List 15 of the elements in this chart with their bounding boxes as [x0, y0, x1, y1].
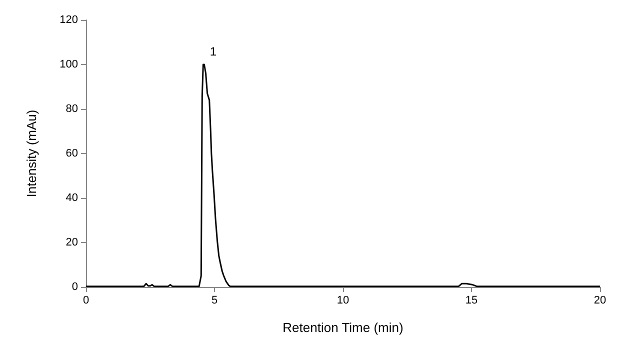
y-tick-label: 80: [66, 103, 78, 115]
y-tick-label: 120: [60, 14, 78, 26]
x-tick-label: 20: [594, 294, 606, 306]
y-tick-label: 0: [72, 281, 78, 293]
x-tick-label: 5: [211, 294, 218, 306]
y-tick-label: 20: [66, 236, 78, 248]
y-tick-label: 60: [66, 148, 78, 160]
y-tick-label: 100: [60, 58, 78, 70]
annotation: 1: [210, 44, 217, 58]
y-axis-title: Intensity (mAu): [24, 110, 39, 198]
y-tick-label: 40: [66, 192, 78, 204]
x-tick-label: 0: [82, 294, 90, 306]
x-tick-label: 15: [465, 294, 478, 306]
x-axis-title: Retention Time (min): [282, 320, 404, 335]
x-tick-label: 10: [336, 294, 350, 306]
